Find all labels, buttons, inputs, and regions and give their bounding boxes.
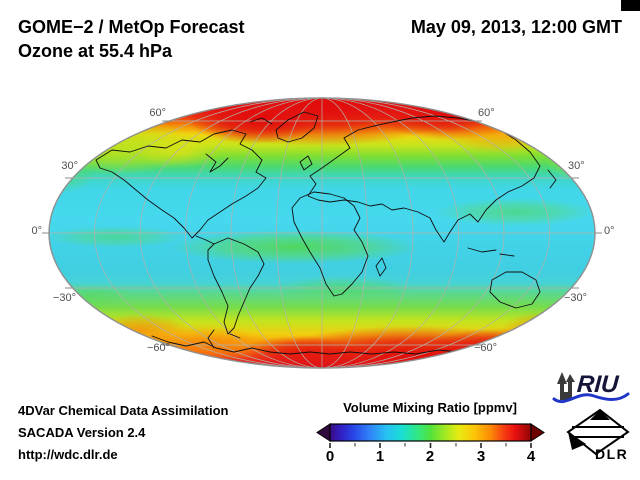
ozone-field	[49, 98, 595, 368]
credit-line-assimilation: 4DVar Chemical Data Assimilation	[18, 403, 229, 418]
dlr-logo	[566, 408, 630, 456]
colorbar-gradient-bar	[329, 423, 532, 442]
lat-label-right-m30: −30°	[564, 292, 588, 304]
colorbar	[316, 423, 545, 448]
dlr-diamond-icon	[566, 408, 630, 456]
lat-label-left-m60: −60°	[146, 342, 170, 354]
credit-line-url: http://wdc.dlr.de	[18, 447, 118, 462]
lat-label-right-30: 30°	[568, 160, 585, 172]
riu-wave-icon	[552, 392, 630, 403]
colorbar-tick-0: 0	[325, 448, 335, 465]
latitude-ticks	[42, 120, 602, 346]
datetime-label: May 09, 2013, 12:00 GMT	[410, 17, 622, 37]
colorbar-tick-2: 2	[425, 448, 435, 465]
product-title: GOME−2 / MetOp Forecast	[18, 17, 245, 37]
colorbar-major-ticks	[329, 443, 532, 448]
colorbar-tick-1: 1	[375, 448, 385, 465]
colorbar-right-arrow	[530, 423, 545, 442]
lat-label-left-60: 60°	[149, 107, 166, 119]
lat-label-right-0: 0°	[604, 225, 615, 237]
colorbar-tick-4: 4	[526, 448, 536, 465]
colorbar-tick-3: 3	[476, 448, 486, 465]
product-level: Ozone at 55.4 hPa	[18, 41, 173, 61]
lat-label-right-60: 60°	[478, 107, 495, 119]
corner-marker	[621, 0, 640, 11]
riu-logo	[552, 372, 630, 403]
lat-label-left-30: 30°	[61, 160, 78, 172]
colorbar-left-arrow	[316, 423, 331, 442]
lat-label-left-0: 0°	[31, 225, 42, 237]
riu-cathedral-icon	[557, 372, 575, 400]
graticule	[49, 98, 595, 368]
colorbar-title: Volume Mixing Ratio [ppmv]	[343, 400, 517, 415]
colorbar-minor-ticks	[354, 443, 507, 447]
credit-line-version: SACADA Version 2.4	[18, 425, 146, 440]
riu-logo-text: RIU	[576, 371, 620, 398]
lat-label-left-m30: −30°	[52, 292, 76, 304]
lat-label-right-m60: −60°	[474, 342, 498, 354]
dlr-logo-text: DLR	[595, 446, 629, 462]
